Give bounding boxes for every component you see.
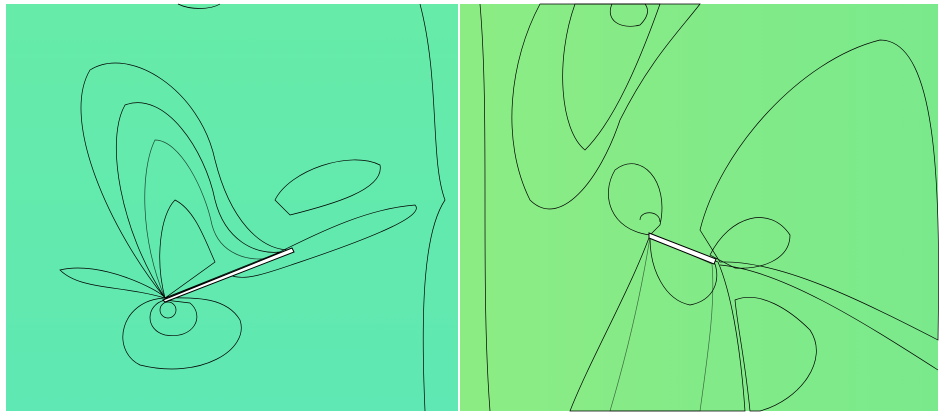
contour-region — [122, 297, 242, 370]
contour-region — [562, 3, 661, 151]
contour-line — [719, 264, 939, 371]
contour-region — [274, 159, 381, 216]
contour-line — [479, 3, 491, 412]
right-panel — [460, 3, 939, 412]
contour-region — [649, 237, 718, 306]
contour-line — [177, 3, 221, 9]
contour-region — [511, 3, 701, 210]
left-panel — [6, 3, 458, 412]
contour-region — [149, 299, 198, 336]
contour-region — [609, 236, 714, 412]
background — [6, 4, 458, 411]
contour-region — [229, 204, 417, 278]
airfoil — [162, 247, 295, 303]
contour-region — [80, 62, 291, 299]
contour-region — [144, 139, 271, 299]
contour-line — [419, 3, 446, 412]
background — [460, 4, 938, 411]
contour-region — [159, 301, 177, 319]
airfoil — [648, 232, 717, 265]
contour-region — [116, 102, 281, 299]
contour-region — [159, 199, 216, 299]
contour-region — [709, 217, 791, 269]
contour-line — [639, 212, 661, 223]
contour-line — [59, 267, 166, 299]
contour-region — [699, 39, 939, 341]
contour-region — [734, 297, 817, 412]
